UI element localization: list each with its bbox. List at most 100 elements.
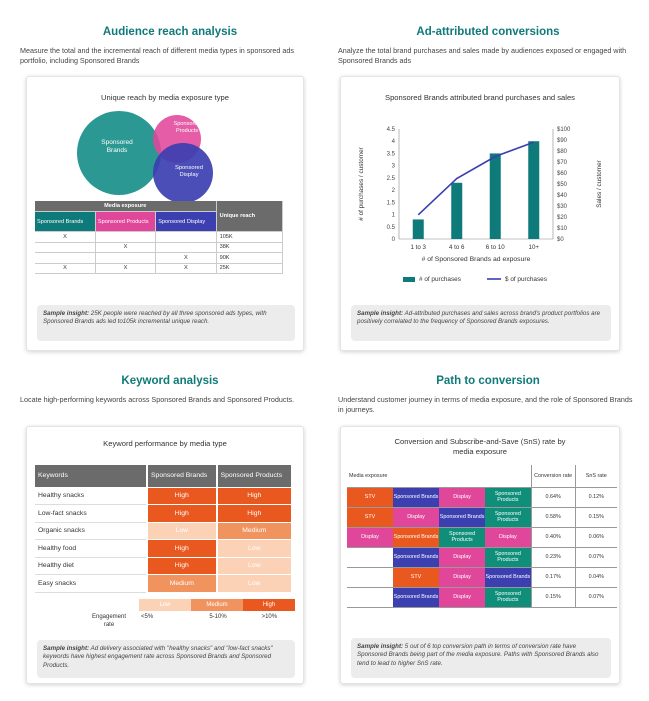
y-tick-label: 4.5 xyxy=(387,127,396,133)
conversion-table: Media exposure Conversion rate SnS rate … xyxy=(347,465,617,608)
y-tick-label: 3.5 xyxy=(387,151,396,157)
venn-diagram xyxy=(77,111,213,203)
keywords-header: Keywords xyxy=(35,465,147,488)
media-exposure-header: Media exposure xyxy=(347,465,532,488)
ad-conversions-desc: Analyze the total brand purchases and sa… xyxy=(338,46,627,65)
legend-medium: Medium xyxy=(191,599,243,611)
table-row: Healthy food High Low xyxy=(35,539,291,558)
path-to-conversion-section: Path to conversion Understand customer j… xyxy=(338,375,638,414)
keyword-cell: Healthy food xyxy=(35,539,147,558)
table-row: Display Sponsored Brands Sponsored Produ… xyxy=(347,527,617,548)
bar-4 xyxy=(528,141,540,239)
range-low: <5% xyxy=(141,614,154,620)
chart-title: Sponsored Brands attributed brand purcha… xyxy=(385,93,575,102)
path-step-empty xyxy=(347,567,394,588)
legend-bar-label: # of purchases xyxy=(419,276,461,283)
keyword-table: Keywords Sponsored Brands Sponsored Prod… xyxy=(35,465,291,593)
ad-conversions-title: Ad-attributed conversions xyxy=(416,26,560,38)
venn-label-sponsored-products: Sponsored Products xyxy=(173,121,201,134)
path-step: Display xyxy=(439,487,486,508)
cell-sb xyxy=(35,242,96,253)
y2-tick-label: $20 xyxy=(557,215,568,221)
insight-label: Sample insight: xyxy=(357,310,404,317)
path-step: Display xyxy=(439,567,486,588)
path-step: Sponsored Brands xyxy=(393,587,440,608)
venn-label-sponsored-display: Sponsored Display xyxy=(174,165,204,178)
table-row: X X X 25K xyxy=(35,263,284,274)
audience-reach-title: Audience reach analysis xyxy=(102,26,238,38)
keyword-analysis-section: Keyword analysis Locate high-performing … xyxy=(20,375,320,405)
range-medium: 5-10% xyxy=(209,614,227,620)
venn-circle-sponsored-display xyxy=(153,143,213,203)
cell-sd xyxy=(155,231,217,243)
table-row: Low-fact snacks High High xyxy=(35,504,291,523)
legend-bar-swatch xyxy=(403,277,415,282)
ad-conversions-card: Sponsored Brands attributed brand purcha… xyxy=(340,76,620,351)
keyword-cell: Organic snacks xyxy=(35,522,147,540)
sb-level: Low xyxy=(146,522,217,540)
path-step: Display xyxy=(439,587,486,608)
media-exposure-header: Media exposure xyxy=(35,201,217,212)
audience-reach-card: Unique reach by media exposure type Spon… xyxy=(26,76,304,351)
y-tick-label: 0 xyxy=(392,237,396,243)
y-tick-label: 0.5 xyxy=(387,225,396,231)
sb-level: Medium xyxy=(146,574,217,593)
venn-label-sponsored-brands: Sponsored Brands xyxy=(101,139,133,154)
x-tick-label: 6 to 10 xyxy=(486,244,505,251)
conversion-rate: 0.17% xyxy=(530,567,576,588)
path-step: Sponsored Products xyxy=(439,527,486,548)
path-to-conversion-card: Conversion and Subscribe-and-Save (SnS) … xyxy=(340,426,620,684)
sb-level: High xyxy=(146,557,217,575)
y-tick-label: 4 xyxy=(392,139,396,145)
col-sponsored-display: Sponsored Display xyxy=(155,211,217,232)
sp-level: Medium xyxy=(215,522,291,540)
sp-header: Sponsored Products xyxy=(215,465,291,488)
unique-reach-chart-title: Unique reach by media exposure type xyxy=(101,93,229,102)
path-step: Sponsored Brands xyxy=(393,527,440,548)
keyword-analysis-desc: Locate high-performing keywords across S… xyxy=(20,395,295,404)
sns-rate: 0.04% xyxy=(574,567,617,588)
col-sponsored-products: Sponsored Products xyxy=(95,211,157,232)
engagement-rate-label: Engagement rate xyxy=(91,614,127,628)
keyword-cell: Easy snacks xyxy=(35,574,147,593)
y2-tick-label: $0 xyxy=(557,237,564,243)
table-row: X 90K xyxy=(35,252,284,264)
y-tick-label: 2.5 xyxy=(387,176,396,182)
cell-sd: X xyxy=(155,263,217,274)
y2-axis-title: Sales / customer xyxy=(596,159,603,207)
path-step: Sponsored Products xyxy=(485,547,532,568)
keyword-cell: Healthy diet xyxy=(35,557,147,575)
cell-reach: 38K xyxy=(216,242,284,253)
conversion-rate-header: Conversion rate xyxy=(530,465,576,488)
insight-label: Sample insight: xyxy=(43,310,90,317)
bar-1 xyxy=(412,219,424,239)
sns-rate: 0.07% xyxy=(574,547,617,568)
audience-reach-desc: Measure the total and the incremental re… xyxy=(20,46,294,65)
y-tick-label: 2 xyxy=(392,188,396,194)
y-tick-label: 3 xyxy=(392,164,396,170)
table-row: Sponsored Brands Display Sponsored Produ… xyxy=(347,547,617,568)
table-row: Organic snacks Low Medium xyxy=(35,522,291,540)
table-row: Healthy diet High Low xyxy=(35,557,291,575)
keyword-analysis-title: Keyword analysis xyxy=(121,375,219,387)
y-axis-title: # of purchases / customer xyxy=(358,146,365,220)
keyword-insight: Sample insight: Ad delivery associated w… xyxy=(37,640,295,678)
sales-line xyxy=(417,141,535,216)
sb-level: High xyxy=(146,539,217,558)
table-row: Sponsored Brands Display Sponsored Produ… xyxy=(347,587,617,608)
sns-rate: 0.15% xyxy=(574,507,617,528)
path-step: Display xyxy=(347,527,394,548)
conversion-rate: 0.64% xyxy=(530,487,576,508)
path-step: Sponsored Brands xyxy=(485,567,532,588)
conversion-chart-title: Conversion and Subscribe-and-Save (SnS) … xyxy=(394,437,566,456)
path-step: Sponsored Brands xyxy=(393,487,440,508)
y2-tick-label: $30 xyxy=(557,204,568,210)
sns-rate: 0.06% xyxy=(574,527,617,548)
audience-reach-insight: Sample insight: 25K people were reached … xyxy=(37,305,295,341)
venn-circle-sponsored-brands xyxy=(77,111,161,195)
col-sponsored-brands: Sponsored Brands xyxy=(35,211,96,232)
legend-high: High xyxy=(243,599,295,611)
keyword-cell: Healthy snacks xyxy=(35,487,147,505)
table-row: Healthy snacks High High xyxy=(35,487,291,505)
insight-text: 5 out of 6 top conversion path in terms … xyxy=(357,643,599,667)
